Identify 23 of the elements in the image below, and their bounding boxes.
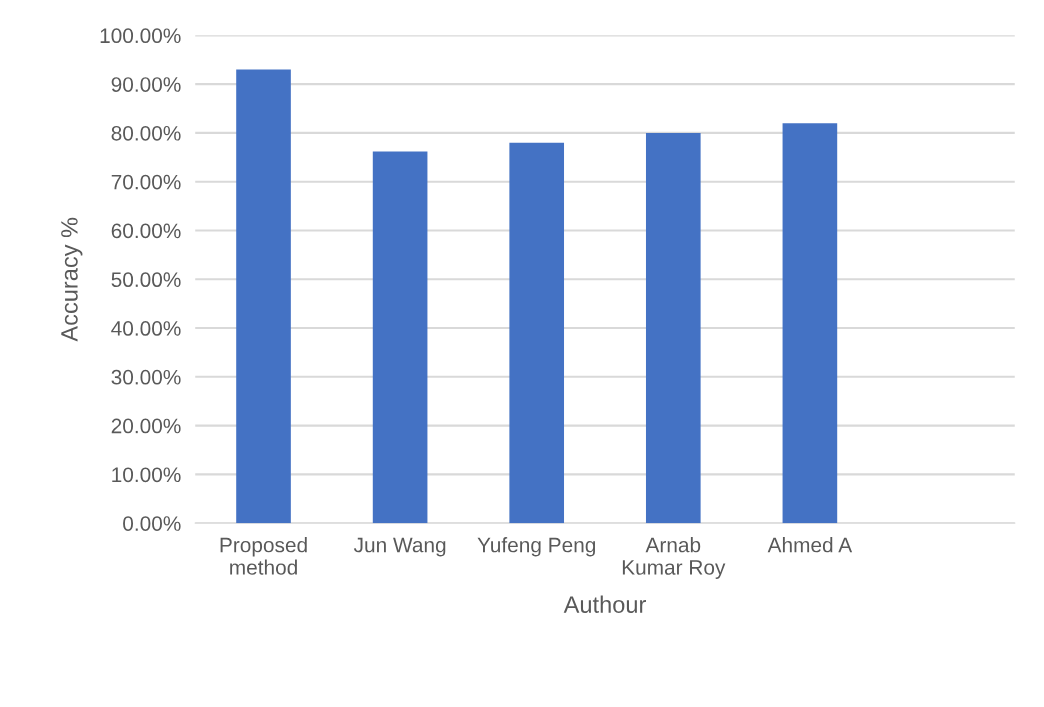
bar (372, 151, 428, 524)
y-tick-label: 10.00% (112, 467, 181, 483)
bar (236, 69, 291, 524)
x-tick-label: Yufeng Peng (477, 537, 596, 557)
y-tick-label: 50.00% (111, 272, 181, 288)
y-tick-label: 70.00% (111, 174, 181, 190)
y-axis-title: Accuracy % (61, 217, 83, 342)
y-tick-label: 20.00% (111, 418, 181, 434)
bar (782, 123, 838, 524)
bar (645, 132, 701, 524)
y-tick-label: 30.00% (111, 369, 181, 385)
bar (509, 142, 565, 524)
x-tick-label: Proposed method (220, 537, 307, 575)
x-tick-label: Jun Wang (353, 537, 446, 557)
x-axis-title: Authour (563, 595, 646, 613)
y-tick-label: 0.00% (123, 516, 181, 531)
y-tick-label: 90.00% (111, 77, 181, 92)
x-tick-label: Arnab Kumar Roy (622, 537, 726, 579)
y-tick-label: 40.00% (111, 321, 181, 336)
y-tick-label: 60.00% (111, 223, 181, 239)
y-tick-label: 80.00% (111, 125, 181, 141)
y-tick-label: 100.00% (100, 28, 181, 44)
x-tick-label: Ahmed A (767, 537, 853, 553)
